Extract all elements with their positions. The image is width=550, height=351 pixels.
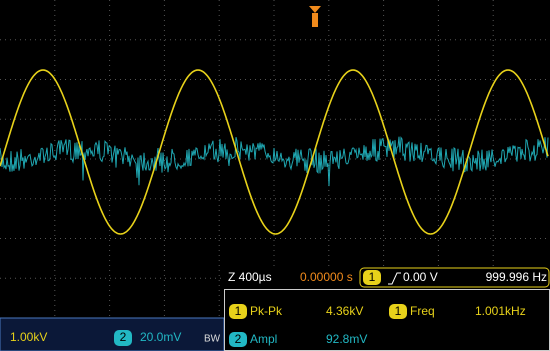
oscilloscope-screen: 1.00kV 2 20.0mV BW Z 400µs 0.00000 s 1 0… — [0, 0, 550, 351]
measurement-value: 4.36kV — [326, 304, 363, 318]
timebase-scale: Z 400µs — [228, 270, 272, 284]
measurement-name: Pk-Pk — [250, 304, 283, 318]
channel-2-number: 2 — [120, 330, 127, 344]
trigger-channel: 1 — [369, 270, 376, 284]
channel-2-scale: 20.0mV — [140, 330, 181, 344]
measurement-channel: 1 — [395, 304, 402, 318]
measurement-value: 92.8mV — [326, 332, 367, 346]
measurement-name: Freq — [410, 304, 435, 318]
page: 1.00kV 2 20.0mV BW Z 400µs 0.00000 s 1 0… — [0, 0, 550, 351]
timebase-delay: 0.00000 s — [300, 270, 353, 284]
measurement-channel: 2 — [235, 332, 242, 346]
trigger-frequency: 999.996 Hz — [486, 270, 547, 284]
bandwidth-limit: BW — [204, 334, 221, 345]
measurement-value: 1.001kHz — [475, 304, 526, 318]
channel-1-scale: 1.00kV — [10, 330, 47, 344]
measurement-channel: 1 — [235, 304, 242, 318]
trigger-level: 0.00 V — [403, 270, 438, 284]
measurement-name: Ampl — [250, 332, 277, 346]
